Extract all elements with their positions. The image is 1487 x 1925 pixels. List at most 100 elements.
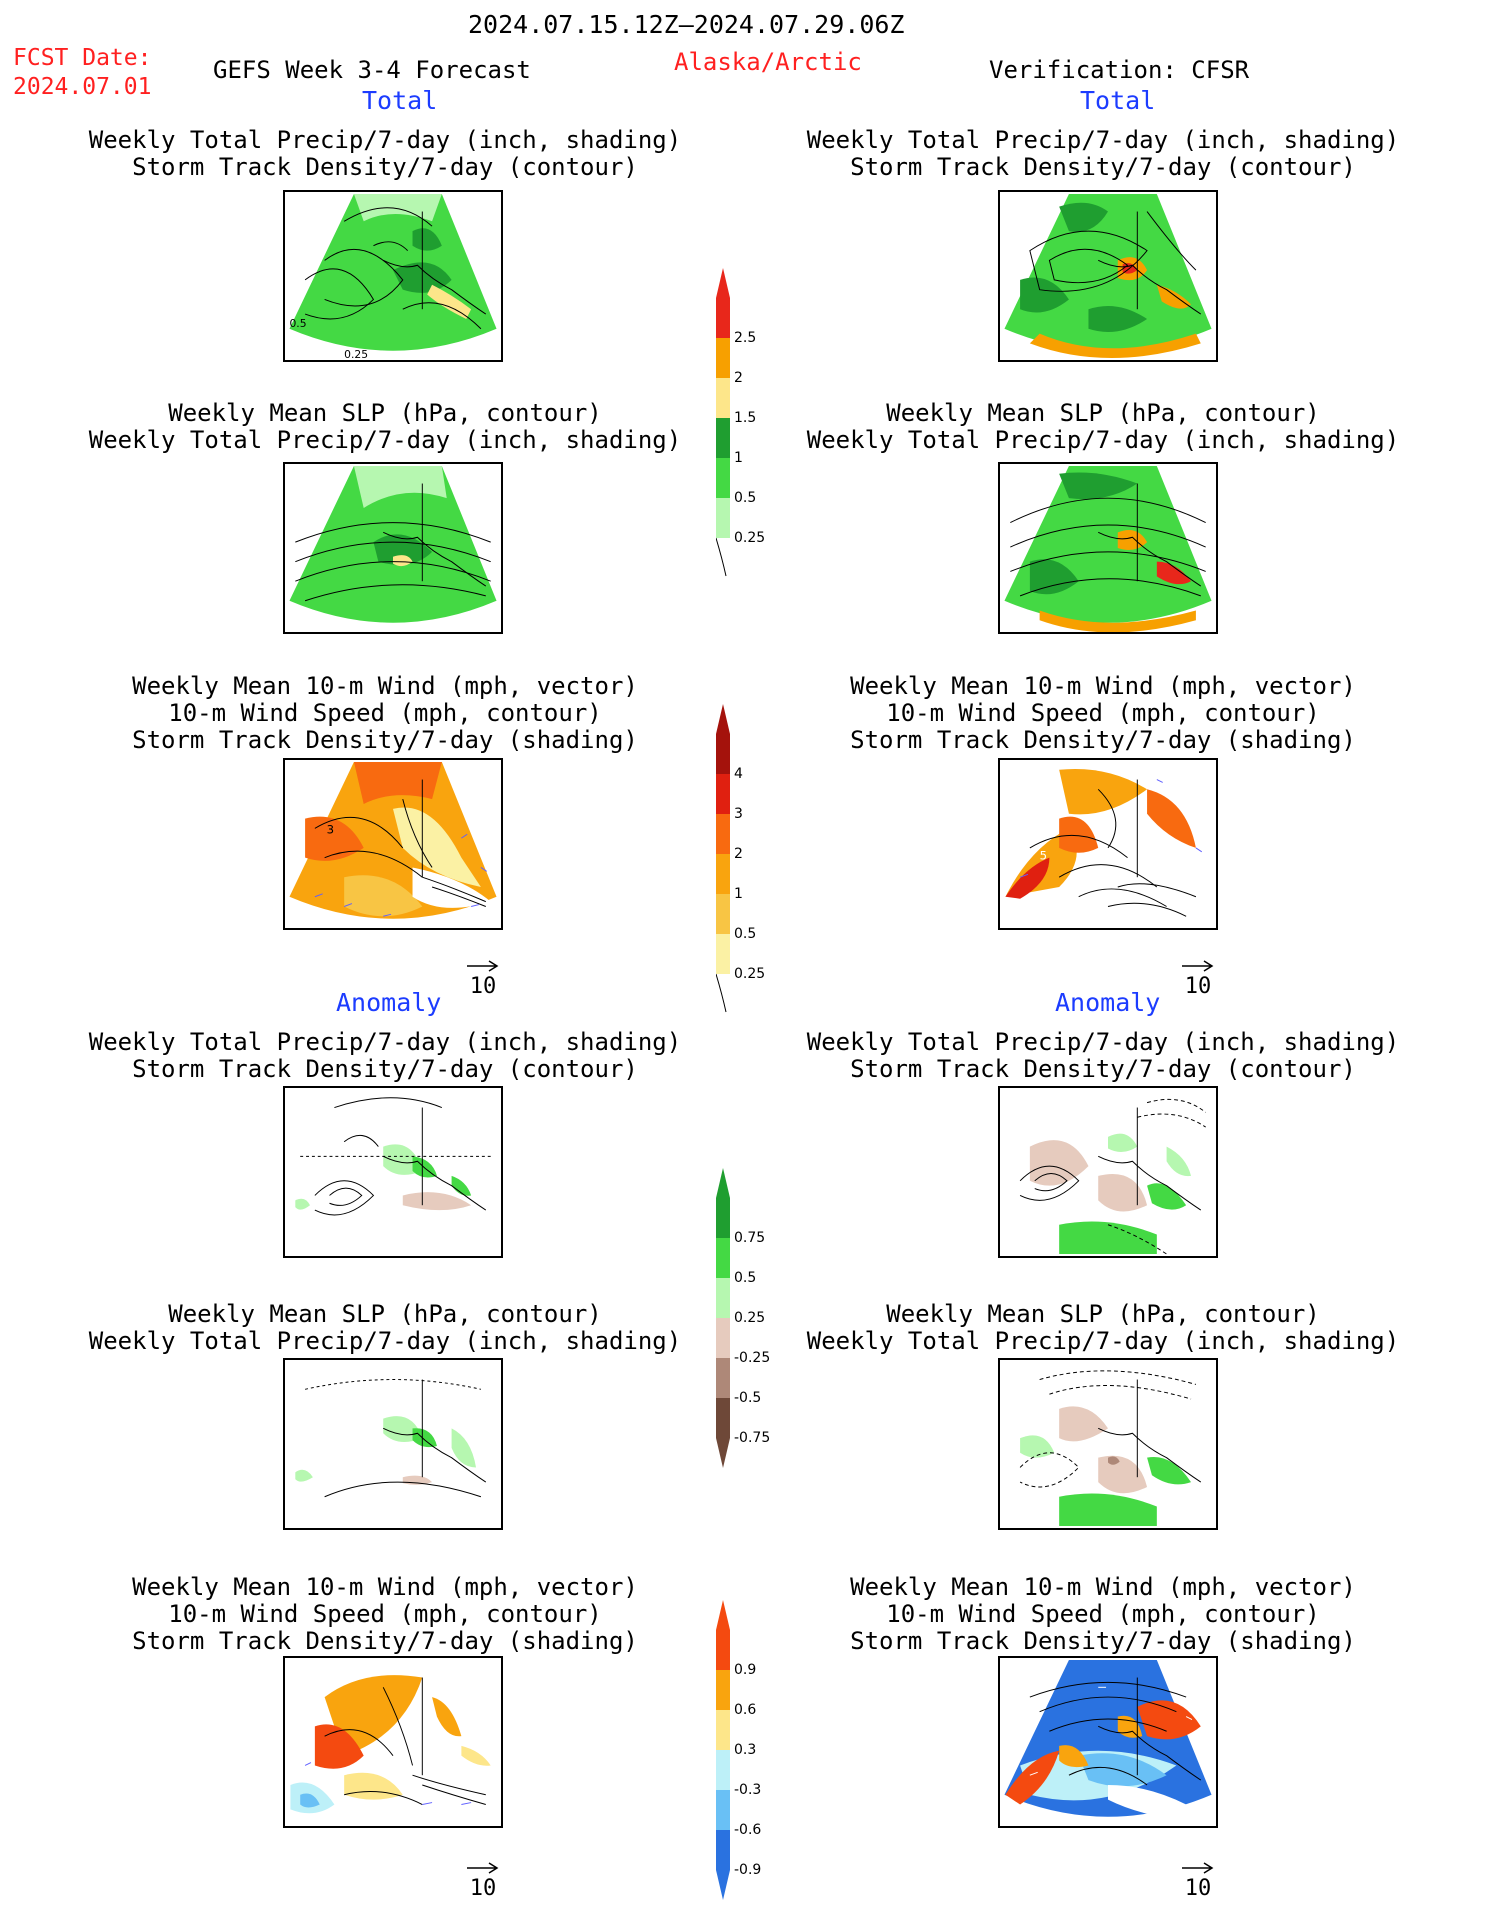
vector-reference-right: 10 (1178, 958, 1218, 1002)
colorbar-graphic (716, 268, 730, 577)
colorbar-segment (716, 814, 730, 854)
title-r4-line1: Weekly Total Precip/7-day (inch, shading… (806, 1028, 1400, 1056)
title-l3-line1: Weekly Mean 10-m Wind (mph, vector) (132, 672, 638, 700)
colorbar-tick-label: 4 (734, 766, 743, 782)
colorbar-segment (716, 1750, 730, 1790)
map-panel-wind-cfsr: 5 (998, 758, 1218, 930)
right-total-label: Total (1080, 86, 1156, 115)
title-r2-line1: Weekly Mean SLP (hPa, contour) (886, 399, 1320, 427)
colorbar-bottom-cap (716, 1870, 730, 1900)
title-r1-line1: Weekly Total Precip/7-day (inch, shading… (806, 126, 1400, 154)
colorbar-track-total: 4 3 2 1 0.5 0.25 (716, 704, 765, 1014)
colorbar-tick-label: -0.75 (734, 1430, 771, 1446)
map-panel-precip-track-anom-gefs (283, 1086, 503, 1258)
colorbar-tick-label: 0.3 (734, 1742, 757, 1758)
title-l6-line1: Weekly Mean 10-m Wind (mph, vector) (132, 1573, 638, 1601)
title-r2-line2: Weekly Total Precip/7-day (inch, shading… (806, 426, 1400, 454)
colorbar-tick-label: 0.5 (734, 490, 757, 506)
vector-reference-left-anom: 10 (463, 1860, 503, 1904)
colorbar-tick-label: 1 (734, 450, 743, 466)
map-panel-wind-anom-cfsr (998, 1656, 1218, 1828)
map-panel-slp-gefs (283, 462, 503, 634)
colorbar-tail (716, 973, 727, 1013)
colorbar-graphic (716, 1600, 730, 1900)
map-panel-wind-gefs: 3 (283, 758, 503, 930)
title-l5-line2: Weekly Total Precip/7-day (inch, shading… (88, 1327, 682, 1355)
colorbar-segment (716, 774, 730, 814)
colorbar-tick-label: 0.5 (734, 1270, 757, 1286)
vector-reference-value: 10 (1184, 1876, 1212, 1901)
colorbar-segment (716, 498, 730, 538)
colorbar-segment (716, 1198, 730, 1238)
title-l1-line2: Storm Track Density/7-day (contour) (132, 153, 638, 181)
title-r1-line2: Storm Track Density/7-day (contour) (850, 153, 1356, 181)
left-total-label: Total (362, 86, 438, 115)
colorbar-tick-label: 2.5 (734, 330, 757, 346)
title-l6-line3: Storm Track Density/7-day (shading) (132, 1627, 638, 1655)
title-l6-line2: 10-m Wind Speed (mph, contour) (168, 1600, 602, 1628)
region-title: Alaska/Arctic (674, 48, 862, 76)
colorbar-graphic (716, 704, 730, 1013)
title-l4-line2: Storm Track Density/7-day (contour) (132, 1055, 638, 1083)
title-l2-line1: Weekly Mean SLP (hPa, contour) (168, 399, 602, 427)
colorbar-tick-label: 3 (734, 806, 743, 822)
colorbar-tick-label: -0.25 (734, 1350, 771, 1366)
colorbar-tick-label: 0.75 (734, 1230, 766, 1246)
colorbar-segment (716, 1830, 730, 1870)
map-panel-precip-track-anom-cfsr (998, 1086, 1218, 1258)
colorbar-segment (716, 298, 730, 338)
colorbar-precip-anom: 0.75 0.5 0.25 -0.25 -0.5 -0.75 (716, 1168, 770, 1468)
title-r6-line1: Weekly Mean 10-m Wind (mph, vector) (850, 1573, 1356, 1601)
title-l2-line2: Weekly Total Precip/7-day (inch, shading… (88, 426, 682, 454)
left-anomaly-label: Anomaly (336, 988, 442, 1017)
title-r6-line3: Storm Track Density/7-day (shading) (850, 1627, 1356, 1655)
colorbar-tick-label: -0.6 (734, 1822, 762, 1838)
right-anomaly-label: Anomaly (1055, 988, 1161, 1017)
map-panel-slp-cfsr (998, 462, 1218, 634)
colorbar-segment (716, 934, 730, 974)
title-r3-line3: Storm Track Density/7-day (shading) (850, 726, 1356, 754)
title-l5-line1: Weekly Mean SLP (hPa, contour) (168, 1300, 602, 1328)
colorbar-tick-label: 1.5 (734, 410, 757, 426)
colorbar-precip-total: 2.5 2 1.5 1 0.5 0.25 (716, 268, 765, 578)
colorbar-tick-label: 0.25 (734, 966, 766, 982)
title-r6-line2: 10-m Wind Speed (mph, contour) (886, 1600, 1320, 1628)
colorbar-tick-label: 0.9 (734, 1662, 757, 1678)
colorbar-segment (716, 1318, 730, 1358)
colorbar-segment (716, 1670, 730, 1710)
title-r4-line2: Storm Track Density/7-day (contour) (850, 1055, 1356, 1083)
colorbar-bottom-cap (716, 1438, 730, 1468)
vector-reference-value: 10 (469, 974, 497, 999)
colorbar-segment (716, 458, 730, 498)
title-r3-line2: 10-m Wind Speed (mph, contour) (886, 699, 1320, 727)
colorbar-top-cap (716, 704, 730, 734)
vector-reference-value: 10 (1184, 974, 1212, 999)
verification-label: Verification: CFSR (989, 56, 1250, 84)
colorbar-tick-label: 0.6 (734, 1702, 757, 1718)
title-l1-line1: Weekly Total Precip/7-day (inch, shading… (88, 126, 682, 154)
colorbar-tick-label: 0.5 (734, 926, 757, 942)
fcst-date: 2024.07.01 (13, 74, 152, 100)
colorbar-segment (716, 1710, 730, 1750)
colorbar-segment (716, 1238, 730, 1278)
map-panel-slp-anom-gefs (283, 1358, 503, 1530)
vector-reference-value: 10 (469, 1876, 497, 1901)
date-range: 2024.07.15.12Z–2024.07.29.06Z (468, 10, 905, 39)
colorbar-segment (716, 378, 730, 418)
title-l3-line2: 10-m Wind Speed (mph, contour) (168, 699, 602, 727)
map-panel-precip-track-cfsr (998, 190, 1218, 362)
colorbar-segment (716, 1398, 730, 1438)
colorbar-tick-label: 0.25 (734, 1310, 766, 1326)
map-panel-wind-anom-gefs (283, 1656, 503, 1828)
colorbar-tick-label: 1 (734, 886, 743, 902)
colorbar-segment (716, 894, 730, 934)
colorbar-segment (716, 1790, 730, 1830)
contour-label: 0.5 (289, 317, 306, 330)
title-r5-line2: Weekly Total Precip/7-day (inch, shading… (806, 1327, 1400, 1355)
colorbar-segment (716, 1358, 730, 1398)
colorbar-tick-label: 2 (734, 370, 743, 386)
colorbar-top-cap (716, 1168, 730, 1198)
colorbar-segment (716, 854, 730, 894)
title-l3-line3: Storm Track Density/7-day (shading) (132, 726, 638, 754)
contour-label: 3 (327, 822, 334, 836)
